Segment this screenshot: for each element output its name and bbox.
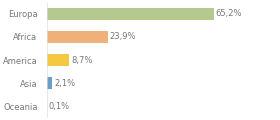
Bar	[46, 8, 214, 20]
Text: 65,2%: 65,2%	[216, 9, 242, 18]
Text: 8,7%: 8,7%	[71, 56, 92, 65]
Text: 23,9%: 23,9%	[110, 33, 136, 42]
Bar	[46, 54, 69, 66]
Bar	[46, 77, 52, 89]
Text: 0,1%: 0,1%	[49, 102, 70, 111]
Bar	[46, 31, 108, 43]
Text: 2,1%: 2,1%	[54, 78, 75, 87]
